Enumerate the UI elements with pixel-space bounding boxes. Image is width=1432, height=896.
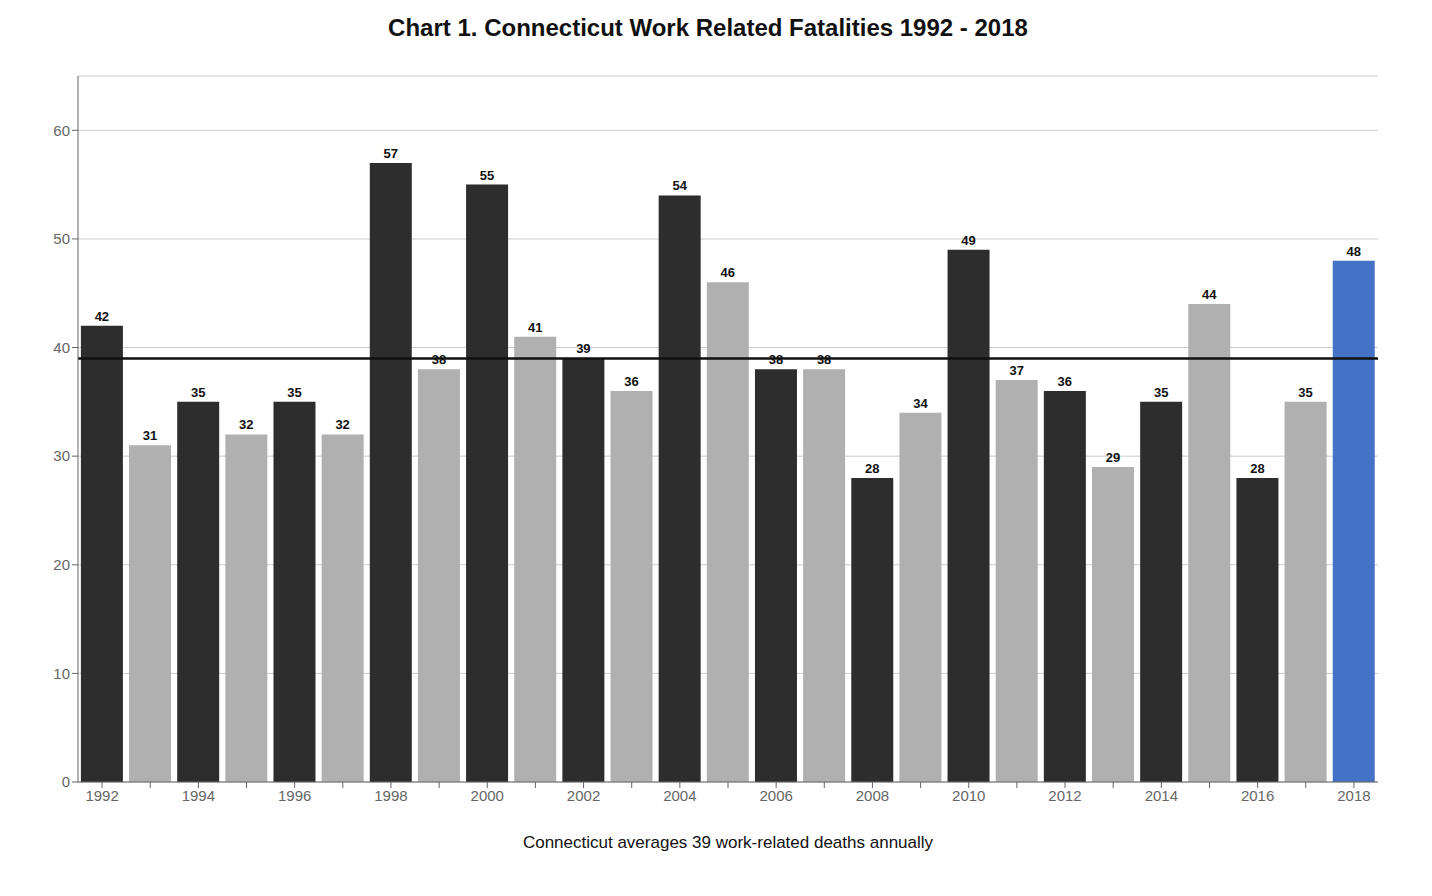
svg-text:Connecticut averages 39 work-r: Connecticut averages 39 work-related dea…: [523, 833, 934, 852]
svg-text:2010: 2010: [952, 787, 985, 804]
svg-text:32: 32: [239, 417, 253, 432]
svg-text:46: 46: [721, 265, 735, 280]
svg-text:0: 0: [62, 773, 70, 790]
svg-text:38: 38: [432, 352, 446, 367]
svg-text:28: 28: [865, 461, 879, 476]
svg-text:1994: 1994: [182, 787, 215, 804]
svg-text:29: 29: [1106, 450, 1120, 465]
svg-text:40: 40: [53, 339, 70, 356]
svg-text:2012: 2012: [1048, 787, 1081, 804]
svg-text:42: 42: [95, 309, 109, 324]
html-text:Chart 1. Connecticut Work Rela: Chart 1. Connecticut Work Related Fatali…: [388, 14, 1028, 41]
svg-text:44: 44: [1202, 287, 1217, 302]
svg-text:36: 36: [1058, 374, 1072, 389]
svg-text:2008: 2008: [856, 787, 889, 804]
svg-text:20: 20: [53, 556, 70, 573]
svg-text:31: 31: [143, 428, 157, 443]
svg-text:10: 10: [53, 665, 70, 682]
svg-text:50: 50: [53, 230, 70, 247]
svg-text:1998: 1998: [374, 787, 407, 804]
svg-text:1996: 1996: [278, 787, 311, 804]
svg-text:35: 35: [1298, 385, 1312, 400]
svg-text:2016: 2016: [1241, 787, 1274, 804]
svg-text:1992: 1992: [85, 787, 118, 804]
svg-text:54: 54: [672, 178, 687, 193]
svg-text:36: 36: [624, 374, 638, 389]
svg-text:55: 55: [480, 168, 494, 183]
svg-text:60: 60: [53, 122, 70, 139]
svg-text:35: 35: [1154, 385, 1168, 400]
svg-text:49: 49: [961, 233, 975, 248]
svg-text:2018: 2018: [1337, 787, 1370, 804]
svg-text:48: 48: [1347, 244, 1361, 259]
svg-text:41: 41: [528, 320, 542, 335]
svg-text:35: 35: [287, 385, 301, 400]
svg-text:2014: 2014: [1145, 787, 1178, 804]
svg-text:57: 57: [384, 146, 398, 161]
svg-text:2000: 2000: [471, 787, 504, 804]
svg-text:39: 39: [576, 341, 590, 356]
svg-text:38: 38: [769, 352, 783, 367]
svg-text:2004: 2004: [663, 787, 696, 804]
svg-text:35: 35: [191, 385, 205, 400]
svg-text:30: 30: [53, 447, 70, 464]
svg-text:32: 32: [335, 417, 349, 432]
svg-text:2002: 2002: [567, 787, 600, 804]
svg-text:2006: 2006: [759, 787, 792, 804]
svg-text:28: 28: [1250, 461, 1264, 476]
svg-text:34: 34: [913, 396, 928, 411]
svg-text:37: 37: [1009, 363, 1023, 378]
svg-text:38: 38: [817, 352, 831, 367]
